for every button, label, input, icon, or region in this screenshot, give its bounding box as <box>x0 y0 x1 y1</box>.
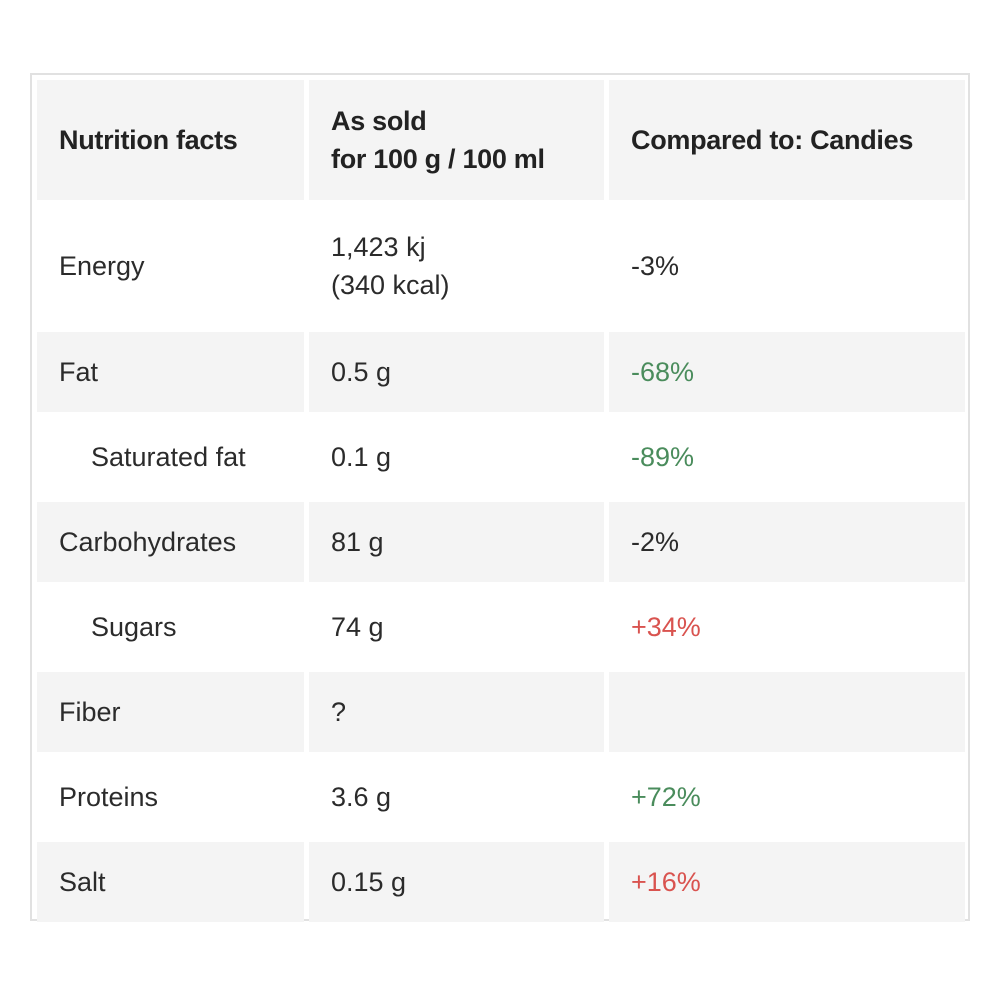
row-saturated-fat-value: 0.1 g <box>331 442 392 472</box>
row-fat-name: Fat <box>37 332 304 412</box>
row-salt-compare: +16% <box>609 842 965 922</box>
row-fat-compare: -68% <box>609 332 965 412</box>
row-salt-value: 0.15 g <box>309 842 604 922</box>
header-compared-to: Compared to: Candies <box>609 80 965 200</box>
nutrition-facts-table: Nutrition facts As sold for 100 g / 100 … <box>30 73 970 922</box>
row-fiber-value: ? <box>309 672 604 752</box>
nutrition-table-grid: Nutrition facts As sold for 100 g / 100 … <box>37 80 965 922</box>
row-energy-name: Energy <box>59 251 145 281</box>
row-sugars-name: Sugars <box>91 612 177 642</box>
row-carbohydrates-value: 81 g <box>309 502 604 582</box>
row-salt-name: Salt <box>37 842 304 922</box>
row-saturated-fat-name: Saturated fat <box>91 442 246 472</box>
row-fiber-compare <box>609 672 965 752</box>
row-fat-value: 0.5 g <box>309 332 604 412</box>
row-energy-compare: -3% <box>631 251 680 281</box>
row-energy-value: 1,423 kj (340 kcal) <box>331 232 450 300</box>
row-saturated-fat-compare: -89% <box>631 442 695 472</box>
row-carbohydrates-compare: -2% <box>609 502 965 582</box>
row-proteins-value: 3.6 g <box>331 782 392 812</box>
row-carbohydrates-name: Carbohydrates <box>37 502 304 582</box>
row-proteins-compare: +72% <box>631 782 701 812</box>
row-proteins-name: Proteins <box>59 782 159 812</box>
row-sugars-value: 74 g <box>331 612 384 642</box>
header-nutrition-facts: Nutrition facts <box>37 80 304 200</box>
row-fiber-name: Fiber <box>37 672 304 752</box>
row-sugars-compare: +34% <box>631 612 701 642</box>
header-as-sold: As sold for 100 g / 100 ml <box>309 80 604 200</box>
